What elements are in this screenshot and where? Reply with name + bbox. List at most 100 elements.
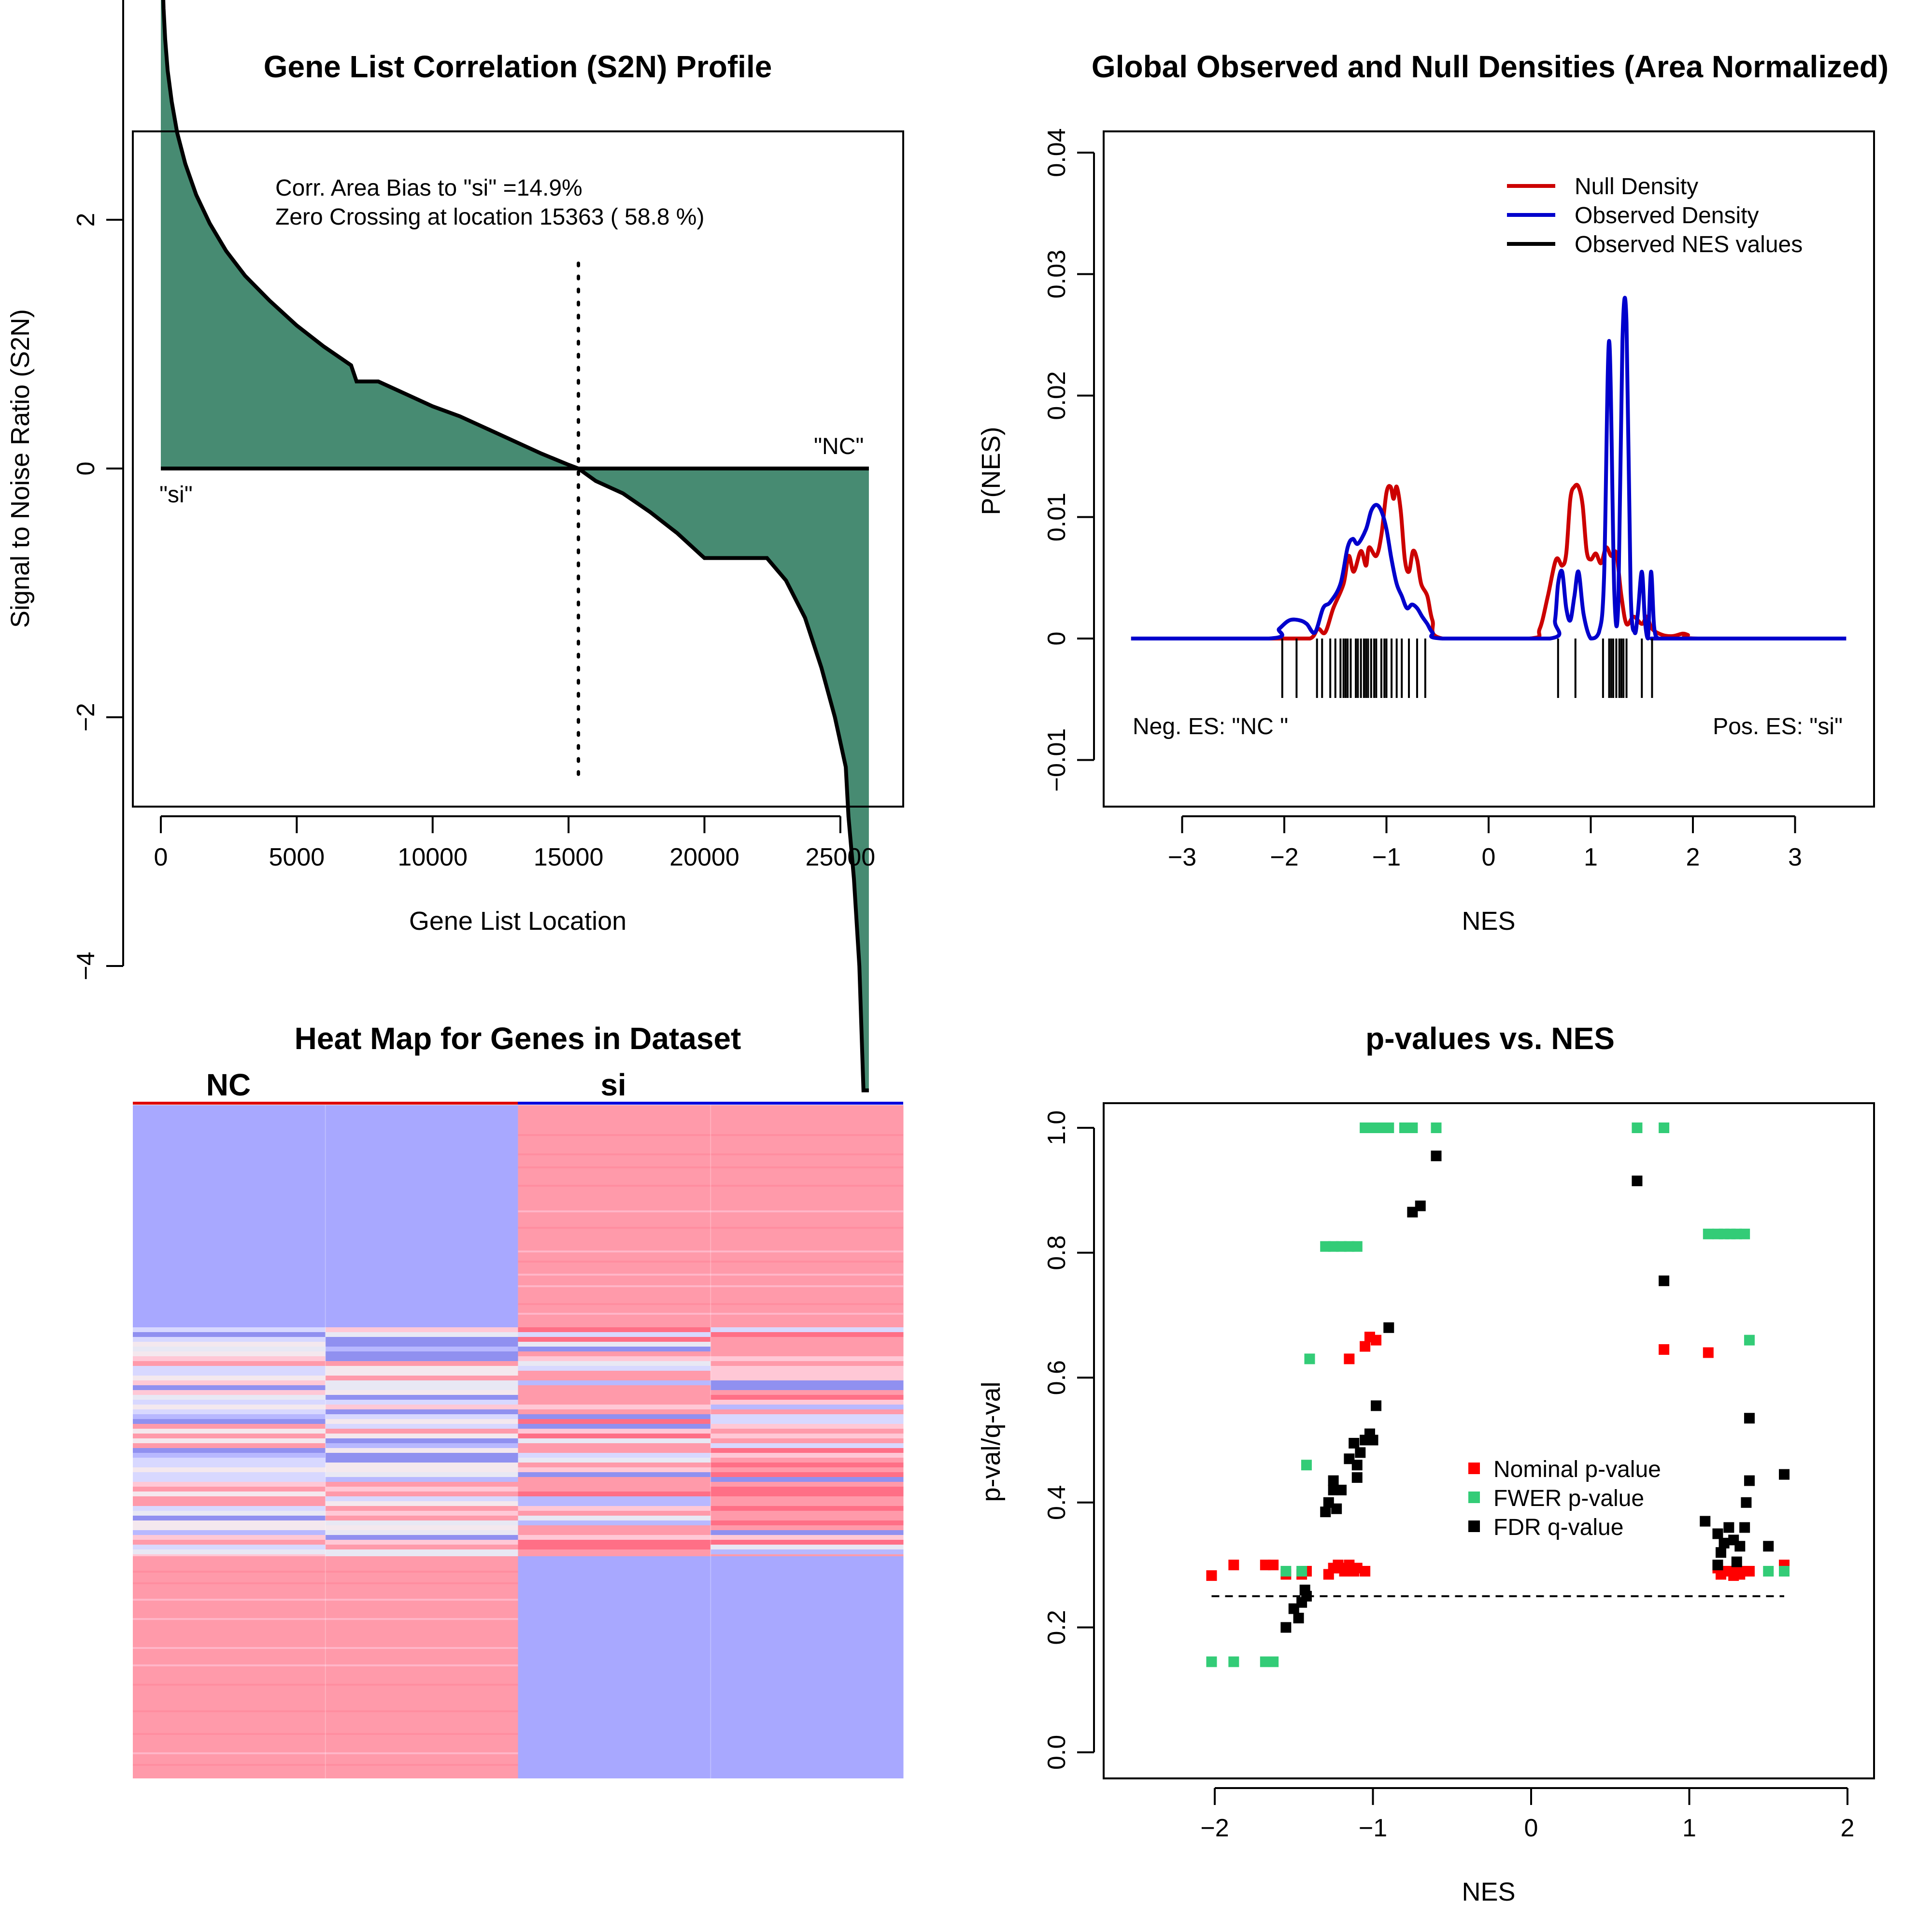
- heatmap-cell: [133, 1492, 326, 1497]
- heatmap-cell: [710, 1347, 904, 1352]
- heatmap-cell: [518, 1424, 711, 1429]
- panel1-plot-area: [161, 0, 869, 1093]
- heatmap-cell: [710, 1327, 904, 1333]
- y-tick-label: 0: [72, 462, 100, 476]
- heatmap-cell: [710, 1540, 904, 1545]
- heatmap-cell: [325, 1477, 518, 1482]
- heatmap-block: [325, 1105, 518, 1327]
- heatmap-cell: [133, 1453, 326, 1458]
- heatmap-cell: [518, 1351, 711, 1357]
- heatmap-cell: [518, 1535, 711, 1540]
- heatmap-cell: [710, 1554, 904, 1556]
- nominal-p-point: [1344, 1353, 1355, 1364]
- heatmap-cell: [325, 1347, 518, 1352]
- heatmap-row-stripe: [518, 1274, 903, 1276]
- panel-s2n-profile: Gene List Correlation (S2N) Profile 0 500…: [6, 0, 904, 1093]
- heatmap-cell: [710, 1535, 904, 1540]
- heatmap-cell: [133, 1361, 326, 1366]
- heatmap-cell: [325, 1332, 518, 1337]
- heatmap-row-stripe: [133, 1571, 518, 1573]
- fdr-q-point: [1712, 1560, 1723, 1571]
- panel1-label-nc: "NC": [814, 434, 864, 459]
- heatmap-cell: [518, 1501, 711, 1506]
- heatmap-row-stripe: [518, 1210, 903, 1212]
- heatmap-cell: [325, 1366, 518, 1371]
- heatmap-cell: [710, 1525, 904, 1531]
- panel4-y-axis: 0.0 0.2 0.4 0.6 0.8 1.0: [1043, 1110, 1095, 1770]
- heatmap-cell: [325, 1506, 518, 1511]
- y-tick-label: −0.01: [1043, 728, 1071, 792]
- heatmap-cell: [518, 1530, 711, 1535]
- heatmap-cell: [518, 1511, 711, 1516]
- heatmap-cell: [325, 1376, 518, 1381]
- heatmap-cell: [133, 1371, 326, 1376]
- nominal-p-point: [1228, 1560, 1239, 1571]
- heatmap-cell: [325, 1496, 518, 1502]
- heatmap-cell: [325, 1395, 518, 1400]
- fwer-p-point: [1763, 1566, 1774, 1577]
- heatmap-cell: [518, 1405, 711, 1410]
- panel4-plot-frame: [1103, 1102, 1875, 1779]
- heatmap-cell: [518, 1376, 711, 1381]
- nominal-p-point: [1206, 1570, 1217, 1581]
- heatmap-row-stripe: [518, 1261, 903, 1263]
- heatmap-cell: [518, 1463, 711, 1468]
- heatmap-block: [710, 1105, 904, 1327]
- heatmap-cell: [518, 1453, 711, 1458]
- heatmap-cell: [133, 1496, 326, 1502]
- heatmap-cell: [133, 1545, 326, 1550]
- heatmap-cell: [133, 1429, 326, 1434]
- heatmap-cell: [710, 1477, 904, 1482]
- fdr-q-point: [1719, 1537, 1730, 1548]
- heatmap-cell: [325, 1492, 518, 1497]
- heatmap-cell: [710, 1520, 904, 1526]
- panel4-xlabel: NES: [1462, 1877, 1515, 1906]
- heatmap-cell: [710, 1443, 904, 1449]
- heatmap-row-stripe: [518, 1134, 903, 1136]
- heatmap-cell: [133, 1337, 326, 1342]
- x-tick-label: 25000: [806, 843, 876, 871]
- panel2-plot-area: [1131, 296, 1847, 698]
- heatmap-cell: [133, 1487, 326, 1492]
- x-tick-label: 1: [1584, 843, 1598, 871]
- panel3-group-si: si: [600, 1067, 626, 1102]
- heatmap-cell: [710, 1549, 904, 1555]
- nominal-p-point: [1744, 1566, 1755, 1577]
- panel2-x-axis: −3 −2 −1 0 1 2 3: [1168, 815, 1802, 871]
- fdr-q-point: [1731, 1556, 1742, 1567]
- heatmap-cell: [133, 1414, 326, 1420]
- fdr-q-point: [1301, 1591, 1312, 1602]
- fwer-p-point: [1296, 1566, 1307, 1577]
- heatmap-cell: [518, 1327, 711, 1333]
- fwer-p-point: [1632, 1122, 1643, 1133]
- fwer-p-point: [1268, 1656, 1279, 1667]
- heatmap-cell: [710, 1380, 904, 1386]
- heatmap-row-stripe: [133, 1733, 518, 1735]
- panel3-group-nc: NC: [206, 1067, 251, 1102]
- x-tick-label: 3: [1788, 843, 1802, 871]
- heatmap-cell: [710, 1453, 904, 1458]
- panel1-title: Gene List Correlation (S2N) Profile: [264, 49, 772, 84]
- heatmap-cell: [710, 1414, 904, 1420]
- fdr-q-point: [1632, 1175, 1643, 1186]
- y-tick-label: 0.6: [1043, 1360, 1071, 1395]
- panel2-xlabel: NES: [1462, 907, 1515, 936]
- heatmap-cell: [133, 1419, 326, 1424]
- legend-observed-density: Observed Density: [1575, 203, 1759, 228]
- y-tick-label: 0.0: [1043, 1735, 1071, 1770]
- heatmap-cell: [518, 1371, 711, 1376]
- heatmap-row-stripe: [133, 1647, 518, 1649]
- heatmap-cell: [710, 1516, 904, 1521]
- heatmap-cell: [133, 1385, 326, 1391]
- panel2-pos-label: Pos. ES: "si": [1713, 714, 1843, 739]
- heatmap-cell: [710, 1332, 904, 1337]
- observed-density-curve: [1131, 296, 1847, 641]
- nominal-p-point: [1360, 1566, 1371, 1577]
- x-tick-label: 2: [1686, 843, 1700, 871]
- heatmap-cell: [325, 1419, 518, 1424]
- legend-nominal: Nominal p-value: [1493, 1457, 1661, 1482]
- heatmap-cell: [710, 1472, 904, 1477]
- fdr-q-point: [1700, 1516, 1711, 1527]
- fwer-p-point: [1407, 1122, 1418, 1133]
- panel1-x-axis: 0 5000 10000 15000 20000 25000: [154, 815, 876, 871]
